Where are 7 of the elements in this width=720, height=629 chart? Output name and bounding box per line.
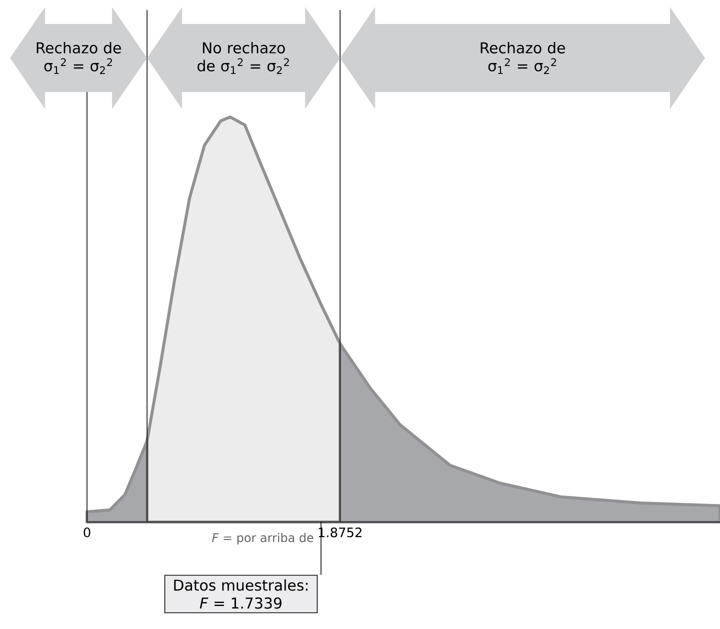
text: Rechazo de σ$_{1}$$^{2}$ = σ$_{2}$2: [480, 42, 565, 74]
text: No rechazo de σ$_{1}$$^{2}$ = σ$_{2}$2: [198, 42, 289, 74]
annotation: Datos muestrales:: [174, 579, 308, 591]
text: F = 1.7339: [200, 597, 282, 609]
x-tick-label: 0: [84, 528, 90, 538]
text: F = por arriba de: [212, 532, 314, 544]
text: Rechazo de σ$_{1}$$^{2}$ = σ$_{2}$2: [36, 42, 121, 74]
